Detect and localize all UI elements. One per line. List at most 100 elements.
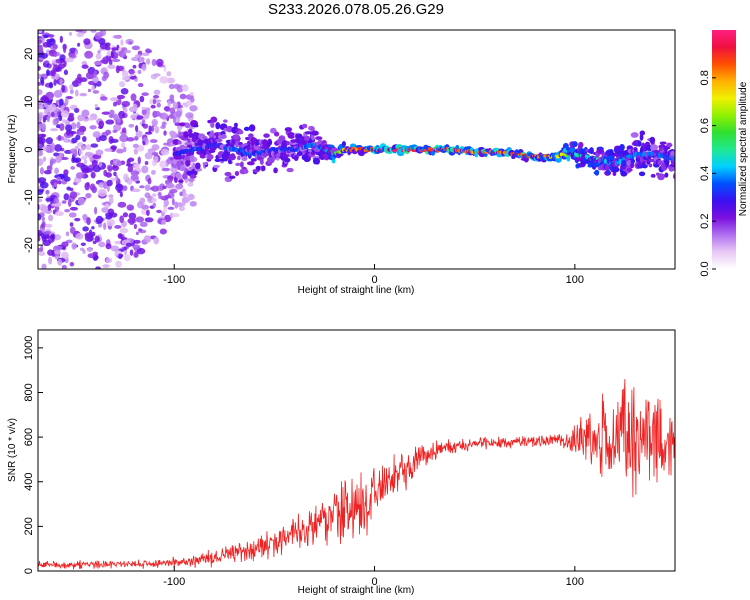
spectrogram-cell [161, 167, 171, 172]
spectrogram-cell [116, 160, 122, 167]
colorbar: 0.0 0.2 0.4 0.6 0.8 Normalized spectral ampl… [699, 30, 749, 277]
spectrogram-cell [162, 121, 166, 127]
spectrogram-cell [133, 75, 137, 79]
spectrogram-cell [92, 90, 100, 94]
spectrogram-cell [111, 58, 121, 63]
spectrogram-cell [154, 126, 160, 134]
spectrogram-cell [67, 199, 72, 207]
spectrogram-cell [79, 247, 85, 252]
spectrogram-cell [159, 112, 169, 120]
x-tick-label: -100 [163, 274, 185, 286]
spectrogram-cell [38, 229, 43, 237]
spectrogram-cell [148, 125, 152, 134]
spectrogram-cell [99, 135, 107, 142]
spectrogram-cell [151, 58, 157, 67]
spectrogram-cell [664, 172, 669, 178]
spectrogram-cell [160, 149, 170, 156]
spectrogram-cell [102, 264, 110, 268]
spectrogram-cell [175, 184, 184, 190]
spectrogram-cell [314, 158, 320, 165]
spectrogram-cell [118, 81, 126, 88]
spectrogram-cell [222, 119, 228, 123]
spectrogram-cell [132, 103, 138, 111]
spectrogram-cell [41, 263, 47, 269]
spectrogram-cell [38, 39, 43, 45]
spectrogram-cell [189, 200, 197, 207]
spectrogram-cell [604, 164, 610, 169]
spectrogram-cell [115, 65, 120, 74]
spectrogram-cell [255, 165, 262, 171]
spectrogram-cell [130, 170, 140, 176]
spectrogram-cell [284, 127, 293, 132]
spectrogram-cell [38, 188, 44, 196]
spectrogram-cell [63, 169, 69, 176]
spectrogram-cell [286, 167, 294, 173]
spectrogram-cell [285, 141, 291, 146]
spectrogram-cell [105, 129, 112, 135]
y-tick-label: 800 [23, 383, 35, 401]
spectrogram-cell [57, 134, 62, 142]
spectrogram-cell [118, 253, 123, 260]
spectrogram-cell [87, 253, 96, 259]
spectrogram-cell [224, 171, 232, 177]
spectrogram-cell [141, 123, 145, 127]
spectrogram-cell [74, 145, 80, 150]
spectrogram-cell [42, 156, 47, 162]
spectrogram-cell [153, 89, 161, 95]
spectrogram-cell [52, 245, 61, 252]
spectrogram-cell [69, 148, 78, 155]
spectrogram-cell [188, 128, 193, 134]
spectrogram-cell [59, 123, 65, 132]
spectrogram-cell [150, 104, 156, 109]
spectrogram-cell [65, 124, 73, 132]
snr-x-axis: -100 0 100 [163, 566, 584, 588]
spectrogram-cell [39, 181, 49, 189]
spectrogram-cell [184, 104, 189, 108]
spectrogram-cell [83, 38, 91, 46]
spectrogram-cell [53, 89, 63, 98]
x-tick-label: 0 [371, 576, 377, 588]
spectrogram-cell [81, 109, 90, 118]
spectrogram-cell [650, 144, 659, 152]
spectrogram-cell [268, 139, 273, 146]
spectrogram-cell [82, 226, 89, 232]
spectrogram-cell [153, 155, 159, 163]
spectrogram-cell [109, 97, 119, 102]
spectrogram-cell [77, 73, 82, 80]
spectrogram-cell [630, 157, 635, 165]
spectrogram-cell [117, 233, 123, 239]
spectrogram-cell [51, 203, 56, 207]
spectrogram-cell [161, 219, 167, 225]
spectrogram-cell [181, 173, 188, 180]
spectrogram-cell [146, 209, 150, 216]
spectrogram-cell [69, 187, 74, 192]
spectrogram-cell [130, 93, 137, 102]
spectrogram-cell [76, 131, 85, 136]
spectrogram-cell [75, 232, 84, 240]
spectrogram-cell [112, 129, 118, 134]
spectrogram-cell [179, 165, 186, 172]
spectrogram-cell [202, 162, 208, 166]
spectrogram-cell [151, 169, 156, 175]
spectrogram-cell [131, 45, 140, 51]
spectrogram-cell [112, 34, 121, 39]
spectrogram-cell [76, 142, 84, 147]
spectrogram-cell [141, 63, 147, 72]
spectrogram-cell [166, 71, 172, 77]
spectrogram-cell [107, 64, 116, 70]
spectrogram-cell [116, 116, 121, 124]
spectrogram-cell [115, 260, 122, 268]
spectrogram-cell [141, 108, 147, 116]
spectrogram-cell [48, 256, 53, 265]
spectrogram-cell [202, 136, 208, 140]
spectrogram-cell [173, 83, 180, 89]
spectrogram-cell [195, 162, 201, 170]
spectrogram-cell [185, 159, 191, 167]
spectrogram-cell [128, 41, 133, 45]
spectrogram-cell [46, 40, 52, 48]
spectrogram-cell [152, 202, 157, 208]
spectrogram-cell [161, 211, 165, 217]
spectrogram-cell [95, 149, 104, 156]
spectrogram-cell [107, 165, 113, 172]
spectrogram-cell [90, 30, 97, 33]
